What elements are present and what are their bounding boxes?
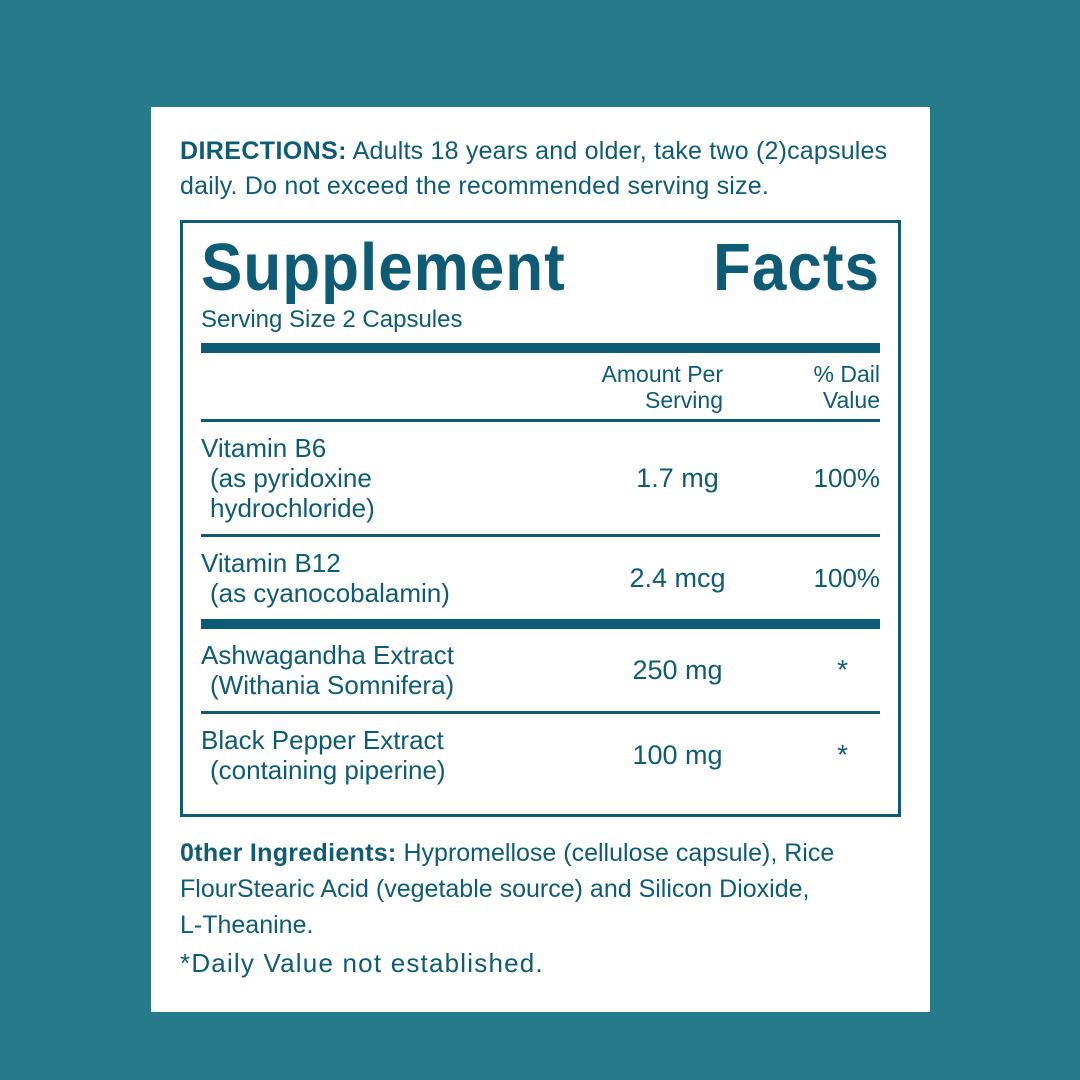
ingredient-name-line: (Withania Somnifera) [210,670,455,700]
row-divider [201,619,880,629]
serving-size: Serving Size 2 Capsules [201,306,463,333]
table-row: Ashwagandha Extract (Withania Somnifera) … [201,629,880,711]
amount-header-line1: Amount Per [601,361,723,387]
directions-label: DIRECTIONS: [180,137,347,165]
ingredient-amount: 100 mg [632,739,723,770]
panel-title-word2: Facts [713,230,880,306]
directions-line2: daily. Do not exceed the recommended ser… [180,172,770,200]
ingredient-name-line: hydrochloride) [210,493,375,523]
dv-header-line2: Value [822,387,880,413]
amount-column-header: Amount Per Serving [590,361,765,413]
ingredient-daily-value: * [837,654,848,685]
directions-text: DIRECTIONS: Adults 18 years and older, t… [180,134,901,204]
table-row: Vitamin B6 (as pyridoxine hydrochloride) 1… [201,422,880,534]
directions-line1-text: Adults 18 years and older, take two (2)c… [346,137,888,165]
amount-header-line2: Serving [645,387,723,413]
other-ingredients-line2: FlourStearic Acid (vegetable source) and… [180,875,810,903]
ingredient-name-line: (as pyridoxine [210,463,372,493]
ingredient-name-line: (as cyanocobalamin) [210,578,450,608]
top-divider [201,343,880,353]
facts-table: Vitamin B6 (as pyridoxine hydrochloride) 1… [201,422,880,796]
ingredient-name-line: Ashwagandha Extract [201,640,454,670]
ingredient-amount: 2.4 mcg [629,562,726,593]
ingredient-amount: 250 mg [632,654,723,685]
ingredient-daily-value: 100% [813,562,881,593]
table-row: Vitamin B12 (as cyanocobalamin) 2.4 mcg 1… [201,537,880,619]
daily-value-column-header: % Dail Value [765,361,880,413]
other-ingredients-label: 0ther Ingredients: [180,839,397,867]
label-card: DIRECTIONS: Adults 18 years and older, t… [151,107,930,1012]
daily-value-footnote: *Daily Value not established. [180,948,544,978]
table-row: Black Pepper Extract (containing piperine… [201,714,880,796]
header-divider [201,419,880,422]
dv-header-line1: % Dail [813,361,880,387]
row-divider [201,534,880,537]
other-ingredients-line1-text: Hypromellose (cellulose capsule), Rice [396,839,835,867]
ingredient-name-line: Vitamin B12 [201,548,341,578]
directions-line1: DIRECTIONS: Adults 18 years and older, t… [180,134,901,169]
ingredient-daily-value: 100% [813,462,881,493]
other-ingredients-line3: L-Theanine. [180,911,314,939]
other-ingredients-line1: 0ther Ingredients: Hypromellose (cellulo… [180,835,901,871]
row-divider [201,711,880,714]
ingredient-daily-value: * [837,739,848,770]
ingredient-name: Black Pepper Extract (containing piperine… [201,725,590,785]
panel-title: Supplement Facts [201,230,880,306]
ingredient-name: Ashwagandha Extract (Withania Somnifera) [201,640,590,700]
ingredient-name: Vitamin B12 (as cyanocobalamin) [201,548,590,608]
ingredient-name-line: Black Pepper Extract [201,725,444,755]
supplement-facts-panel: Supplement Facts Serving Size 2 Capsules… [180,220,901,817]
ingredient-amount: 1.7 mg [636,462,719,493]
table-header-row: Amount Per Serving % Dail Value [201,353,880,419]
ingredient-name-line: Vitamin B6 [201,433,327,463]
other-ingredients: 0ther Ingredients: Hypromellose (cellulo… [180,835,901,943]
panel-title-word1: Supplement [201,230,566,306]
ingredient-name: Vitamin B6 (as pyridoxine hydrochloride) [201,433,590,523]
ingredient-name-line: (containing piperine) [210,755,446,785]
